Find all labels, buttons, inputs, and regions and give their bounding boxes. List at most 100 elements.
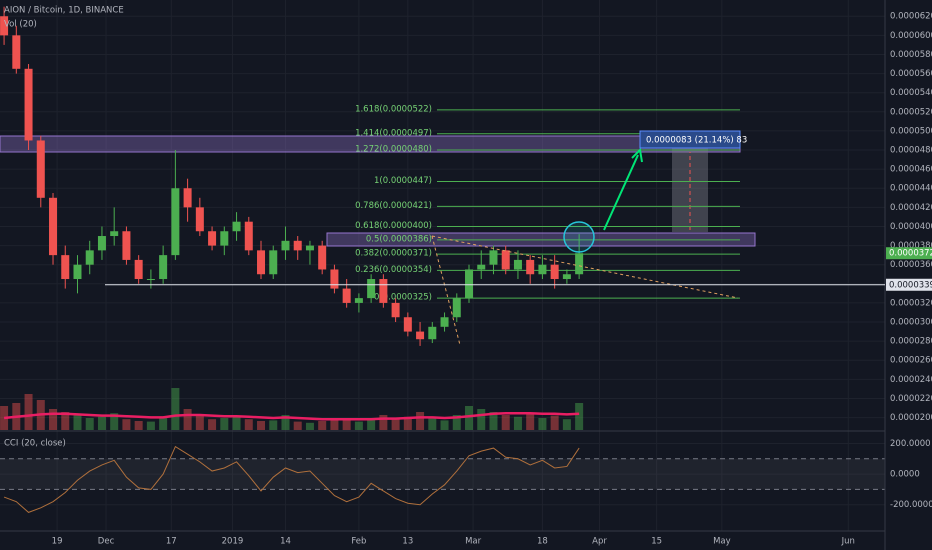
y-tick-label: 0.0000240 xyxy=(890,375,932,385)
y-tick-label: 0.0000540 xyxy=(890,88,932,98)
measure-label: 0.0000083 (21.14%) 83 xyxy=(646,136,747,146)
candle-body xyxy=(134,259,143,280)
candle-body xyxy=(318,245,327,270)
x-tick-label: Feb xyxy=(351,537,366,547)
y-tick-label: 0.0000200 xyxy=(890,413,932,423)
volume-bar xyxy=(49,409,58,430)
x-tick-label: Jun xyxy=(841,537,855,547)
last-price-tag xyxy=(886,247,932,260)
fib-label: 1.414(0.0000497) xyxy=(355,128,432,138)
volume-bar xyxy=(452,415,461,430)
volume-bar xyxy=(440,420,449,430)
y-tick-label: 0.0000600 xyxy=(890,31,932,41)
price-axis xyxy=(885,0,932,550)
candle-body xyxy=(562,274,571,280)
candle-body xyxy=(440,317,449,327)
candle-body xyxy=(244,221,253,251)
candle-body xyxy=(513,259,522,270)
candle-body xyxy=(575,253,584,275)
highlight-circle xyxy=(563,221,595,253)
candle-body xyxy=(550,264,559,280)
cci-line xyxy=(3,445,580,513)
volume-bar xyxy=(465,406,474,430)
candle-body xyxy=(220,231,229,246)
volume-bar xyxy=(526,413,535,430)
volume-bar xyxy=(159,418,168,430)
volume-bar xyxy=(183,409,192,430)
candle-body xyxy=(367,279,376,299)
fib-label: 0.236(0.0000354) xyxy=(355,265,432,275)
candle-body xyxy=(49,197,58,256)
y-tick-label: 0.0000520 xyxy=(890,107,932,117)
x-tick-label: 2019 xyxy=(222,537,244,547)
volume-bar xyxy=(550,415,559,430)
y-tick-label: 0.0000480 xyxy=(890,146,932,156)
volume-bar xyxy=(391,419,400,430)
volume-bar xyxy=(305,422,314,430)
trend-line xyxy=(431,235,461,346)
volume-bar xyxy=(513,416,522,430)
last-price-label: 0.0000372 xyxy=(889,249,932,259)
volume-label: Vol (20) xyxy=(4,20,37,30)
candle-body xyxy=(110,231,119,237)
measure-box xyxy=(639,130,741,149)
volume-bar xyxy=(501,415,510,430)
candle-body xyxy=(183,188,192,208)
y-tick-label: 0.0000420 xyxy=(890,203,932,213)
y2-tick-label: 200.0000 xyxy=(890,439,931,449)
fib-label: 0.382(0.0000371) xyxy=(355,249,432,259)
y-tick-label: 0.0000300 xyxy=(890,318,932,328)
candles xyxy=(0,6,584,346)
candle-body xyxy=(269,250,278,275)
x-tick-label: 13 xyxy=(402,537,413,547)
volume-bar xyxy=(97,416,106,430)
y-tick-label: 0.0000440 xyxy=(890,184,932,194)
fib-label: 0.618(0.0000400) xyxy=(355,221,432,231)
x-tick-label: Mar xyxy=(465,537,482,547)
candle-body xyxy=(489,250,498,265)
volume-bar xyxy=(293,421,302,430)
candle-body xyxy=(61,255,70,280)
candle-body xyxy=(171,188,180,256)
trend-line xyxy=(431,235,739,299)
candle-body xyxy=(85,250,94,265)
y-tick-label: 0.0000560 xyxy=(890,69,932,79)
fib-label: 0(0.0000325) xyxy=(374,293,432,303)
fib-label: 0.786(0.0000421) xyxy=(355,201,432,211)
y2-tick-label: -200.0000 xyxy=(890,500,932,510)
volume-bar xyxy=(257,421,266,430)
y-tick-label: 0.0000280 xyxy=(890,337,932,347)
candle-body xyxy=(501,250,510,270)
y-tick-label: 0.0000320 xyxy=(890,298,932,308)
volume-bar xyxy=(575,403,584,430)
volume-bar xyxy=(477,409,486,430)
candle-body xyxy=(12,35,21,69)
volume-bar xyxy=(269,420,278,430)
volume-bar xyxy=(318,421,327,430)
cci-band xyxy=(0,458,885,490)
y-tick-label: 0.0000400 xyxy=(890,222,932,232)
y-tick-label: 0.0000260 xyxy=(890,356,932,366)
candle-body xyxy=(293,240,302,251)
volume-bar xyxy=(61,412,70,430)
volume-bar xyxy=(73,415,82,430)
volume-bar xyxy=(134,421,143,430)
candle-body xyxy=(73,264,82,280)
candle-body xyxy=(122,231,131,260)
volume-bar xyxy=(110,413,119,430)
candle-body xyxy=(257,250,266,275)
volume-bar xyxy=(367,418,376,430)
hline-tag xyxy=(886,278,932,291)
candle-body xyxy=(428,326,437,340)
volume-bar xyxy=(171,388,180,430)
volume-bar xyxy=(342,419,351,430)
candle-body xyxy=(452,298,461,318)
volume-bar xyxy=(232,416,241,430)
measure-range xyxy=(672,147,708,232)
fib-label: 1.618(0.0000522) xyxy=(355,104,432,114)
candle-body xyxy=(281,240,290,251)
cci xyxy=(0,445,885,513)
candle-body xyxy=(391,302,400,318)
y-tick-label: 0.0000380 xyxy=(890,241,932,251)
x-tick-label: 18 xyxy=(537,537,548,547)
